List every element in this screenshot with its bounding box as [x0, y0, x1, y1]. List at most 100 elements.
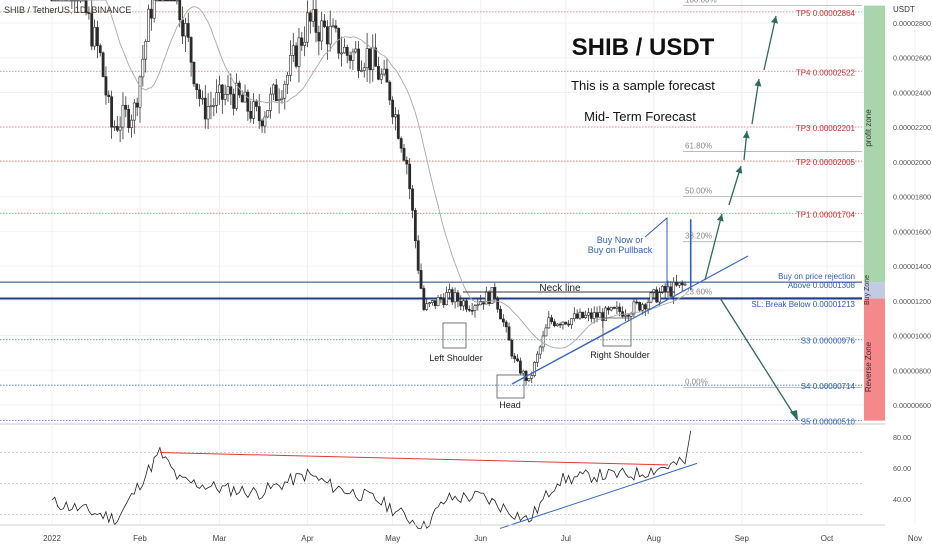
candle — [587, 307, 590, 322]
candle-body — [56, 0, 60, 2]
target-label-tp5: TP5 0.00002864 — [796, 9, 856, 18]
candle-body — [624, 314, 627, 317]
candle-body — [252, 101, 255, 119]
candle — [462, 298, 466, 311]
rsi-line — [51, 430, 692, 529]
candle-body — [283, 83, 287, 99]
candle-body — [189, 37, 193, 63]
fib-label: 100.00% — [685, 0, 717, 5]
forecast-arrow-shaft — [704, 213, 723, 281]
candle — [584, 310, 588, 320]
candle-body — [558, 323, 562, 326]
candle — [606, 305, 610, 315]
candle-body — [130, 119, 133, 128]
candle — [70, 0, 74, 9]
candle — [476, 299, 480, 311]
candle-body — [249, 110, 253, 119]
candle — [677, 282, 681, 289]
candle-body — [164, 0, 167, 2]
candle-body — [240, 94, 244, 103]
candle — [291, 32, 295, 63]
forecast-arrow-head — [735, 166, 743, 174]
candle-body — [504, 321, 508, 328]
candle — [272, 83, 275, 101]
target-label-tp1: TP1 0.00001704 — [796, 210, 856, 219]
forecast-arrow — [704, 213, 724, 281]
candle — [680, 280, 684, 292]
candle-body — [399, 138, 403, 149]
price-tick-label: 0.00000800 — [893, 366, 931, 375]
candle-body — [96, 27, 99, 46]
candle-body — [325, 26, 329, 45]
candle — [422, 285, 426, 312]
candle-body — [382, 68, 386, 75]
profit-zone-label: profit zone — [864, 109, 873, 147]
candle-body — [161, 0, 165, 2]
candle-body — [274, 84, 278, 102]
neckline-support — [511, 325, 621, 385]
candle-body — [220, 84, 224, 100]
candle — [280, 89, 284, 104]
candle-body — [649, 292, 653, 303]
candle — [456, 289, 460, 308]
candle — [294, 42, 298, 69]
candle-body — [360, 70, 363, 72]
candle — [635, 299, 639, 305]
candle-body — [53, 0, 57, 2]
candle-body — [470, 310, 474, 312]
candle-body — [328, 25, 332, 45]
candle-body — [609, 307, 613, 311]
candle — [561, 321, 565, 330]
candle — [303, 26, 307, 57]
candle — [218, 75, 221, 105]
rsi-pane — [0, 425, 885, 524]
candle — [342, 38, 346, 54]
candle — [501, 314, 505, 327]
candle-body — [663, 286, 667, 293]
candle-body — [158, 0, 162, 2]
candle-body — [232, 93, 236, 109]
candle — [127, 104, 131, 133]
candle — [61, 0, 65, 2]
moving-average-line — [52, 0, 686, 349]
price-tick-label: 0.00001800 — [893, 193, 931, 202]
candlestick-series — [50, 0, 692, 385]
candle-body — [445, 292, 448, 306]
forecast-subtitle: This is a sample forecast — [571, 78, 715, 93]
forecast-arrow — [751, 78, 762, 125]
candle-body — [212, 105, 216, 107]
price-tick-label: 0.00001000 — [893, 332, 931, 341]
candle-body — [144, 41, 148, 60]
candle-body — [235, 82, 238, 109]
candle-body — [87, 12, 91, 14]
candle — [646, 299, 650, 314]
candle-body — [394, 114, 397, 118]
candle — [138, 75, 142, 123]
candle — [212, 98, 216, 117]
candle — [482, 300, 485, 310]
candle-body — [433, 300, 437, 307]
forecast-arrow-head — [771, 16, 778, 24]
candle — [430, 300, 434, 306]
candle — [73, 0, 77, 14]
candle — [467, 305, 471, 313]
candle-body — [428, 302, 431, 305]
candle — [53, 0, 57, 2]
candle — [448, 283, 451, 300]
buy-now-pointer — [644, 216, 668, 290]
right-shoulder-box — [602, 317, 632, 347]
candle-body — [50, 0, 54, 2]
candle-body — [507, 326, 511, 341]
candle — [360, 60, 363, 73]
candle-body — [181, 19, 184, 37]
candle — [567, 319, 571, 328]
candle-body — [632, 301, 636, 315]
candle-body — [598, 312, 602, 318]
candle-body — [141, 58, 145, 78]
candle-body — [280, 97, 284, 100]
candle — [362, 62, 366, 78]
candle-body — [76, 0, 79, 2]
candle-body — [323, 20, 326, 27]
candle — [56, 0, 60, 2]
candle — [570, 318, 573, 329]
